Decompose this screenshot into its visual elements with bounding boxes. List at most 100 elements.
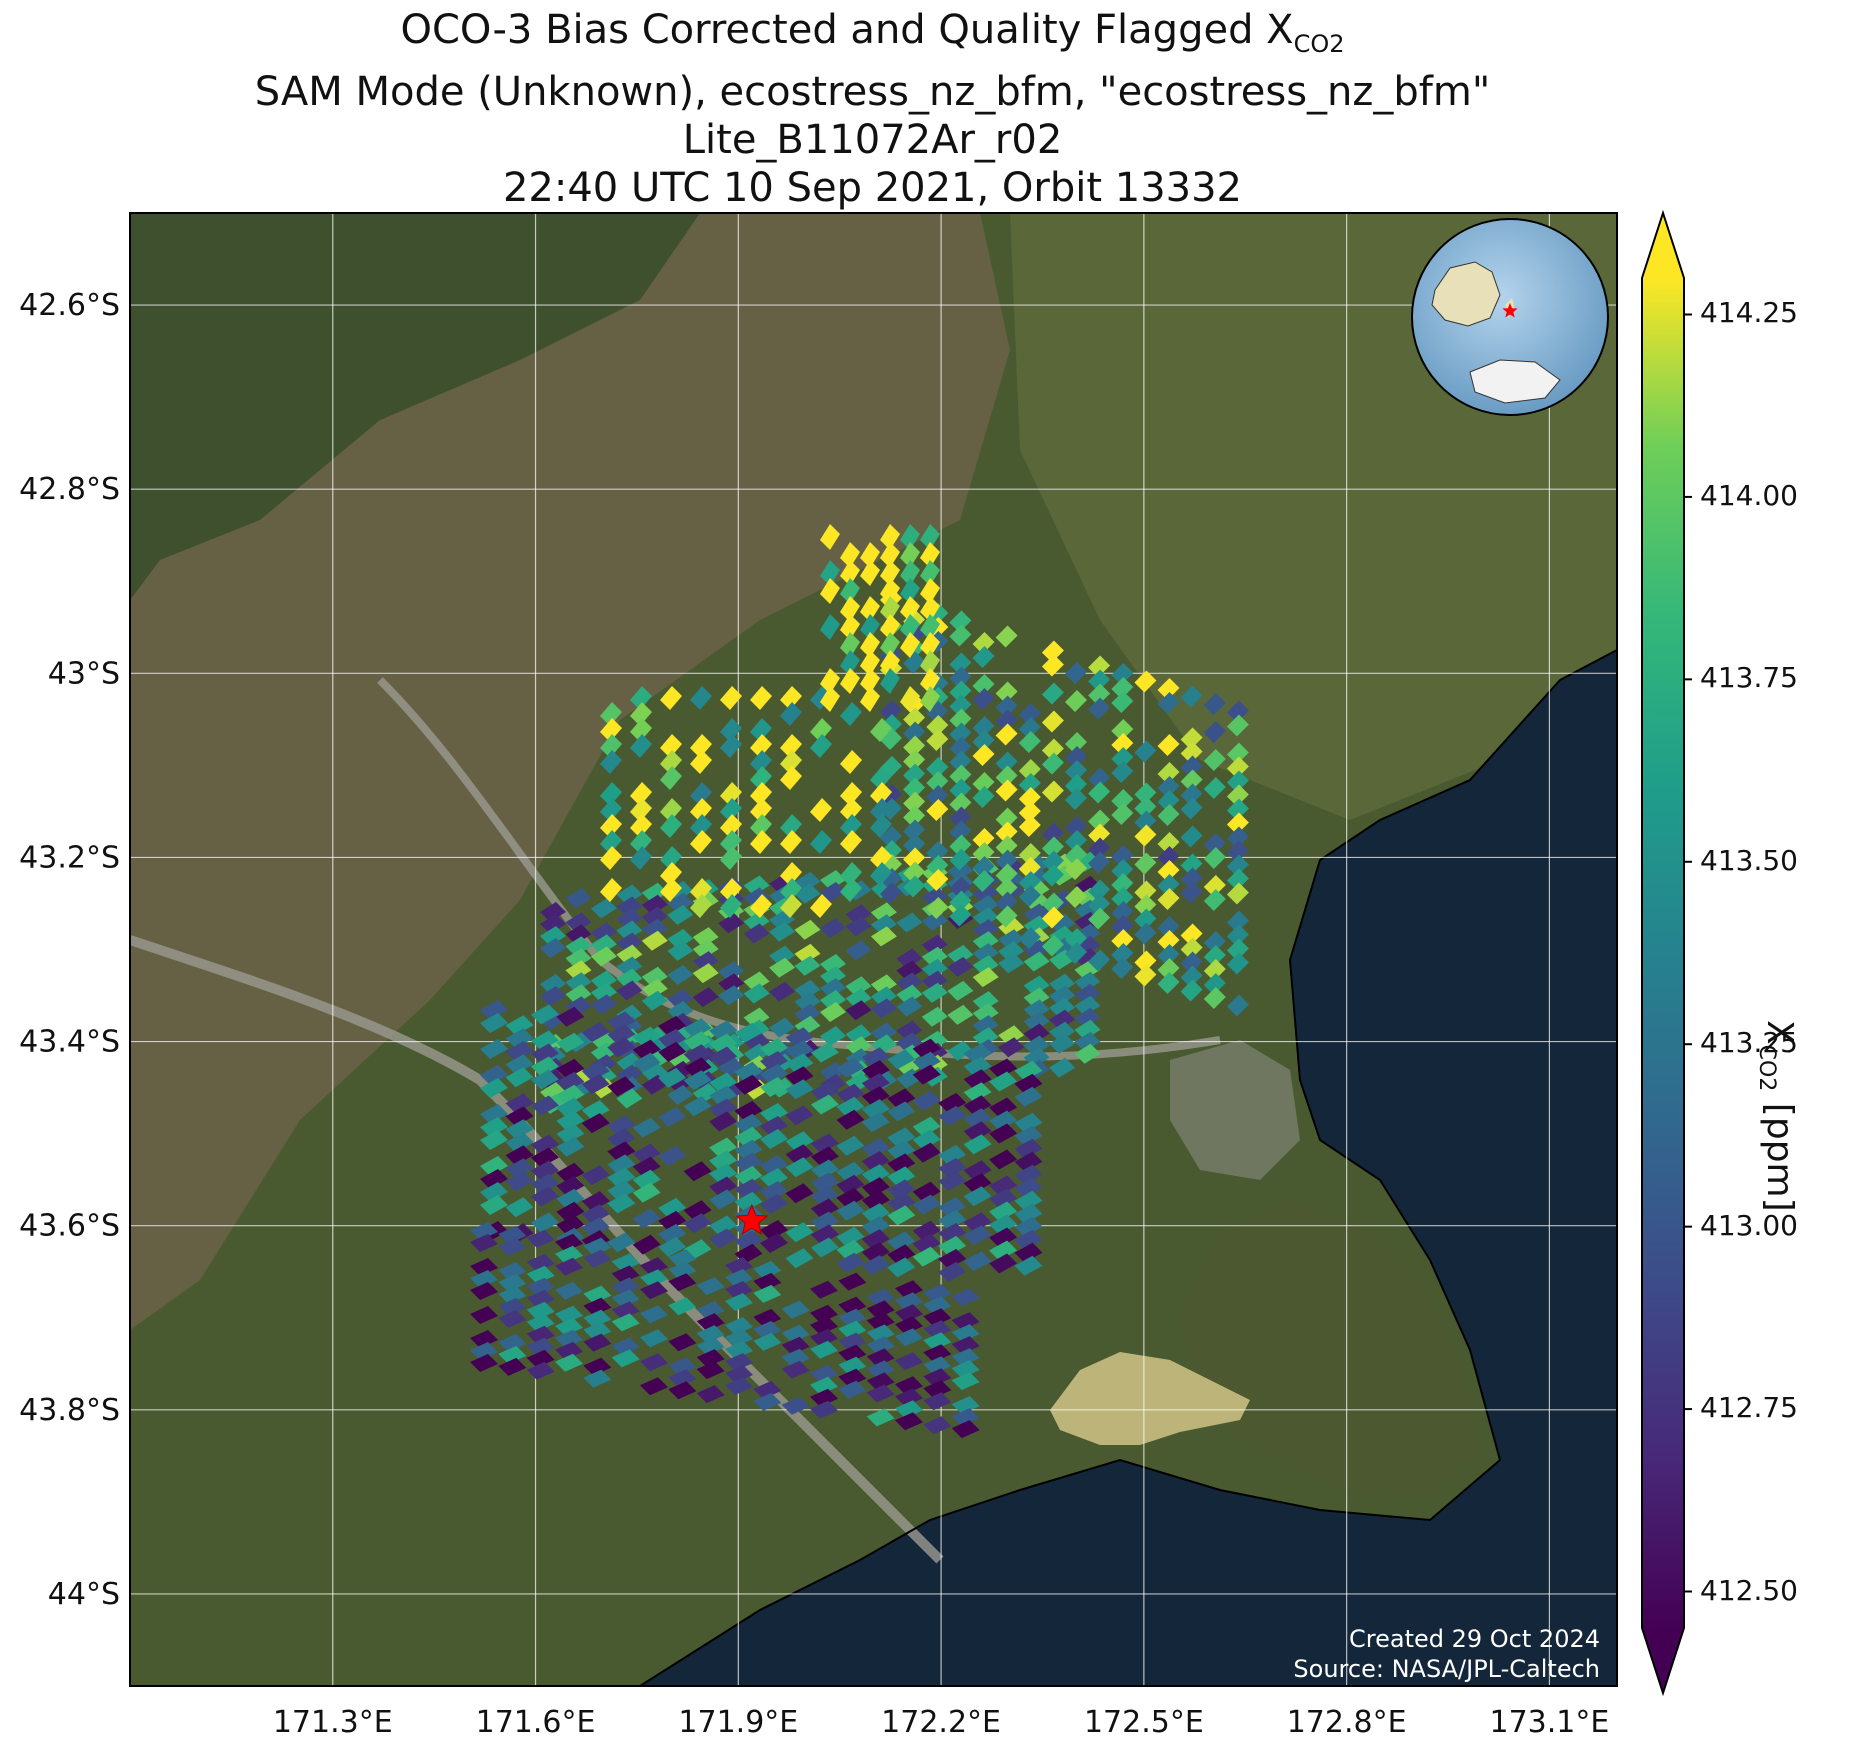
sounding-footprint xyxy=(1088,837,1111,860)
sounding-footprint xyxy=(565,936,592,957)
sounding-footprint xyxy=(951,1312,980,1331)
sounding-footprint xyxy=(1226,700,1249,723)
sounding-footprint xyxy=(540,1010,566,1030)
sounding-footprint xyxy=(895,1304,923,1323)
sounding-footprint xyxy=(750,750,772,774)
sounding-footprint xyxy=(1088,893,1111,916)
sounding-footprint xyxy=(555,1329,583,1348)
sounding-footprint xyxy=(1157,860,1180,882)
sounding-footprint xyxy=(1180,797,1203,820)
sounding-footprint xyxy=(810,1364,838,1383)
lat-tick-label: 43.8°S xyxy=(19,1393,120,1428)
sounding-footprint xyxy=(972,632,995,654)
sounding-footprint xyxy=(565,960,592,981)
sounding-footprint xyxy=(947,1004,974,1025)
sounding-footprint xyxy=(1180,769,1203,792)
sounding-footprint xyxy=(949,834,972,857)
sounding-footprint xyxy=(526,1289,555,1308)
sounding-footprint xyxy=(1014,1229,1043,1250)
sounding-footprint xyxy=(785,1157,814,1178)
sounding-footprint xyxy=(556,1110,585,1131)
sounding-footprint xyxy=(866,1288,895,1307)
sounding-footprint xyxy=(1157,776,1180,798)
sounding-footprint xyxy=(470,1306,498,1324)
sounding-footprint xyxy=(785,1079,814,1100)
sounding-footprint xyxy=(760,1116,788,1136)
sounding-footprint xyxy=(923,1296,952,1315)
sounding-footprint xyxy=(668,1369,697,1388)
globe-location-marker xyxy=(1502,303,1518,318)
sounding-footprint xyxy=(870,782,892,806)
sounding-footprint xyxy=(760,1155,788,1175)
sounding-footprint xyxy=(870,914,897,935)
sounding-footprint xyxy=(1088,655,1111,678)
sounding-footprint xyxy=(840,614,860,640)
sounding-footprint xyxy=(838,1272,867,1291)
sounding-footprint xyxy=(616,908,643,929)
sounding-footprint xyxy=(470,1222,498,1240)
sounding-footprint xyxy=(903,721,926,744)
sounding-footprint xyxy=(555,1353,583,1372)
sounding-footprint xyxy=(921,946,948,967)
sounding-footprint xyxy=(1111,733,1134,755)
sounding-footprint xyxy=(1203,693,1226,715)
sounding-footprint xyxy=(995,779,1018,802)
sounding-footprint xyxy=(947,944,974,965)
sounding-footprint xyxy=(836,1057,865,1078)
sounding-footprint xyxy=(565,972,592,993)
sounding-footprint xyxy=(861,1086,890,1107)
sounding-footprint xyxy=(972,870,995,892)
colorbar-tick-label: 413.75 xyxy=(1700,661,1798,695)
sounding-footprint xyxy=(1111,663,1134,685)
sounding-footprint xyxy=(1014,1177,1043,1198)
sounding-footprint xyxy=(526,1325,555,1344)
sounding-footprint xyxy=(1049,973,1076,994)
sounding-footprint xyxy=(581,1061,610,1082)
sounding-footprint xyxy=(1203,889,1226,911)
sounding-footprint xyxy=(972,730,995,752)
sounding-footprint xyxy=(794,955,821,976)
sounding-footprint xyxy=(995,835,1018,858)
sounding-footprint xyxy=(820,978,846,998)
sounding-footprint xyxy=(838,1308,867,1327)
sounding-footprint xyxy=(1088,879,1111,902)
lon-tick-label: 171.3°E xyxy=(273,1705,393,1740)
sounding-footprint xyxy=(845,904,872,925)
sounding-footprint xyxy=(870,986,897,1007)
sounding-footprint xyxy=(760,1181,788,1201)
sounding-footprint xyxy=(820,990,846,1010)
sounding-footprint xyxy=(1049,1009,1076,1030)
sounding-footprint xyxy=(1018,787,1041,809)
sounding-footprint xyxy=(810,1224,839,1245)
latitude-tick-labels: 42.6°S 42.8°S 43°S 43.2°S 43.4°S 43.6°S 43.8°S… xyxy=(19,288,120,1612)
sounding-footprint xyxy=(860,596,880,622)
source-credit: Source: NASA/JPL-Caltech xyxy=(1293,1655,1600,1683)
sounding-footprint xyxy=(963,1043,992,1064)
sounding-footprint xyxy=(658,1210,687,1231)
sounding-footprint xyxy=(1041,822,1064,845)
sounding-footprint xyxy=(607,1154,636,1175)
sounding-footprint xyxy=(972,895,999,916)
sounding-footprint xyxy=(753,1380,782,1399)
sounding-footprint xyxy=(630,846,652,870)
sounding-footprint xyxy=(838,1344,867,1363)
sounding-footprint xyxy=(926,757,949,779)
credits: Created 29 Oct 2024 Source: NASA/JPL-Cal… xyxy=(1293,1624,1600,1684)
sounding-footprint xyxy=(734,1022,763,1043)
sounding-footprint xyxy=(1088,683,1111,706)
banks-peninsula xyxy=(1180,1200,1480,1500)
sounding-footprint xyxy=(658,1015,687,1036)
sounding-footprint xyxy=(963,1225,992,1246)
sounding-footprint xyxy=(1157,692,1180,714)
sounding-footprint xyxy=(1018,857,1041,879)
sounding-footprint xyxy=(887,1153,916,1174)
sounding-footprint xyxy=(963,1251,992,1272)
sounding-footprint xyxy=(498,1261,527,1280)
sounding-footprint xyxy=(556,1058,585,1079)
sounding-footprint xyxy=(972,931,999,952)
colorbar-outline xyxy=(1641,209,1685,1697)
sounding-footprint xyxy=(581,1191,610,1212)
sounding-footprint xyxy=(480,1039,508,1059)
sounding-footprint xyxy=(769,945,796,966)
sounding-footprint xyxy=(900,686,920,712)
